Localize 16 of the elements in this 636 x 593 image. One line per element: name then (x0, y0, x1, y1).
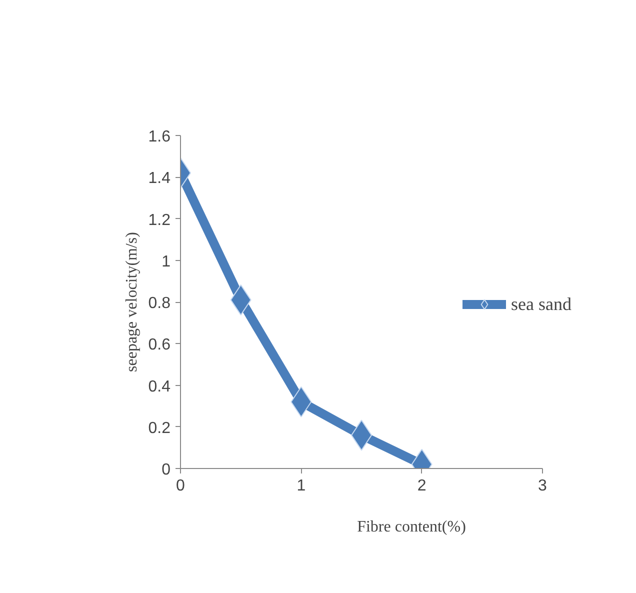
y-tick-label: 1.2 (148, 212, 171, 229)
y-tick-label: 0.2 (148, 420, 171, 437)
y-tick-label: 0.8 (148, 295, 171, 312)
x-axis-title: Fibre content(%) (357, 518, 466, 536)
legend-label: sea sand (511, 294, 572, 314)
y-tick-label: 0 (162, 462, 171, 478)
y-tick-label: 1.6 (148, 128, 171, 146)
y-axis-title: seepage velocity(m/s) (123, 232, 140, 372)
y-tick-label: 0.4 (148, 378, 171, 396)
y-tick-label: 1.4 (148, 170, 171, 188)
x-tick-label: 1 (296, 478, 306, 494)
x-tick-label: 0 (176, 478, 186, 494)
y-tick-label: 1 (162, 253, 171, 270)
x-tick-label: 3 (538, 478, 548, 494)
x-tick-label: 2 (417, 478, 426, 494)
y-tick-label: 0.6 (148, 336, 171, 354)
